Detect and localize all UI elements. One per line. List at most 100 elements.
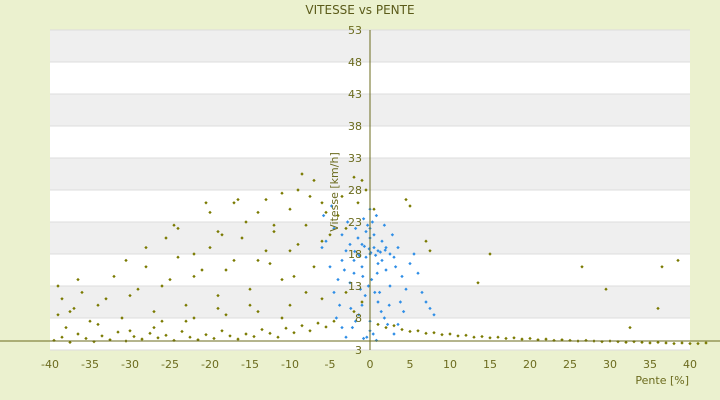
x-tick-label: 35 xyxy=(643,358,657,371)
x-tick-label: -25 xyxy=(161,358,179,371)
data-point-series-1 xyxy=(192,274,196,279)
data-point-series-1 xyxy=(104,297,108,301)
data-point-series-1 xyxy=(184,319,188,323)
data-point-series-1 xyxy=(176,226,180,231)
data-point-series-1 xyxy=(224,313,228,317)
data-point-series-1 xyxy=(148,331,152,336)
x-tick-label: -40 xyxy=(41,358,59,371)
data-point-series-1 xyxy=(56,313,60,317)
data-point-series-1 xyxy=(192,252,196,256)
y-tick-label: 8 xyxy=(355,312,362,325)
data-point-series-1 xyxy=(116,330,120,334)
x-tick-label: -35 xyxy=(81,358,99,371)
y-tick-label: 43 xyxy=(348,88,362,101)
data-point-series-2 xyxy=(390,233,395,237)
data-point-series-1 xyxy=(164,333,168,337)
data-point-series-1 xyxy=(192,316,196,320)
data-point-series-1 xyxy=(172,223,176,227)
x-tick-label: 15 xyxy=(483,358,497,371)
data-point-series-2 xyxy=(353,249,357,254)
data-point-series-1 xyxy=(248,303,252,307)
x-tick-label: 25 xyxy=(563,358,577,371)
chart-title: VITESSE vs PENTE xyxy=(305,3,414,17)
data-point-series-1 xyxy=(124,258,128,263)
data-point-series-1 xyxy=(204,201,208,205)
data-point-series-1 xyxy=(216,306,220,311)
data-point-series-1 xyxy=(112,274,116,279)
data-point-series-1 xyxy=(60,297,64,301)
data-point-series-1 xyxy=(188,335,192,339)
data-point-series-1 xyxy=(140,337,144,341)
data-point-series-1 xyxy=(180,329,184,334)
data-point-series-2 xyxy=(362,244,367,249)
x-tick-label: 5 xyxy=(407,358,414,371)
y-tick-label: 48 xyxy=(348,56,362,69)
data-point-series-1 xyxy=(528,336,532,341)
y-tick-label: 13 xyxy=(348,280,362,293)
x-tick-label: 0 xyxy=(367,358,374,371)
data-point-series-1 xyxy=(232,258,236,263)
data-point-series-1 xyxy=(628,325,632,330)
y-tick-label: 53 xyxy=(348,24,362,37)
x-tick-label: 10 xyxy=(443,358,457,371)
data-point-series-1 xyxy=(240,236,244,240)
data-point-series-1 xyxy=(144,265,148,269)
data-point-series-1 xyxy=(604,287,608,291)
data-point-series-1 xyxy=(160,284,164,288)
data-point-series-1 xyxy=(128,329,132,333)
x-tick-label: 40 xyxy=(683,358,697,371)
x-tick-label: -15 xyxy=(241,358,259,371)
y-tick-label: 23 xyxy=(348,216,362,229)
data-point-series-1 xyxy=(152,325,156,330)
data-point-series-1 xyxy=(56,284,60,288)
data-point-series-1 xyxy=(220,233,224,237)
data-point-series-1 xyxy=(96,322,100,327)
data-point-series-1 xyxy=(704,341,708,345)
data-point-series-1 xyxy=(152,309,156,314)
data-point-series-1 xyxy=(688,341,692,346)
data-point-series-2 xyxy=(357,254,362,258)
data-point-series-2 xyxy=(382,223,387,227)
data-point-series-1 xyxy=(184,303,188,307)
data-point-series-2 xyxy=(374,213,379,218)
axes xyxy=(0,30,720,350)
data-point-series-1 xyxy=(224,268,228,272)
data-point-series-1 xyxy=(232,201,236,205)
data-point-series-1 xyxy=(132,334,136,339)
data-point-series-1 xyxy=(696,341,700,346)
data-point-series-1 xyxy=(60,335,64,339)
y-tick-label: 33 xyxy=(348,152,362,165)
x-tick-label: -20 xyxy=(201,358,219,371)
data-point-series-1 xyxy=(168,277,172,282)
data-point-series-1 xyxy=(216,293,220,298)
data-point-series-1 xyxy=(220,329,224,333)
data-point-series-2 xyxy=(370,220,375,224)
data-point-series-1 xyxy=(176,255,180,259)
y-tick-label: 3 xyxy=(355,344,362,357)
data-point-series-1 xyxy=(672,341,676,346)
data-point-series-1 xyxy=(208,210,212,215)
y-tick-label: 18 xyxy=(348,248,362,261)
data-point-series-1 xyxy=(80,290,84,295)
data-point-series-1 xyxy=(212,336,216,341)
data-point-series-1 xyxy=(128,293,132,298)
x-tick-label: 30 xyxy=(603,358,617,371)
y-axis-title: Vitesse [km/h] xyxy=(328,152,341,232)
data-point-series-1 xyxy=(156,336,160,340)
data-point-series-2 xyxy=(373,253,378,257)
data-point-series-1 xyxy=(248,287,252,291)
x-axis-title: Pente [%] xyxy=(635,374,689,387)
y-tick-label: 28 xyxy=(348,184,362,197)
data-point-series-1 xyxy=(136,287,140,291)
data-point-series-1 xyxy=(252,334,256,339)
y-tick-label: 38 xyxy=(348,120,362,133)
x-tick-labels: -40 -35 -30 -25 -20 -15 -10 -5 0 5 10 15 20 25 30 35 40 xyxy=(41,358,697,371)
data-point-series-1 xyxy=(228,334,232,338)
x-tick-label: -5 xyxy=(325,358,336,371)
data-point-series-1 xyxy=(72,306,76,311)
data-point-series-1 xyxy=(164,236,168,240)
data-point-series-1 xyxy=(236,337,240,341)
